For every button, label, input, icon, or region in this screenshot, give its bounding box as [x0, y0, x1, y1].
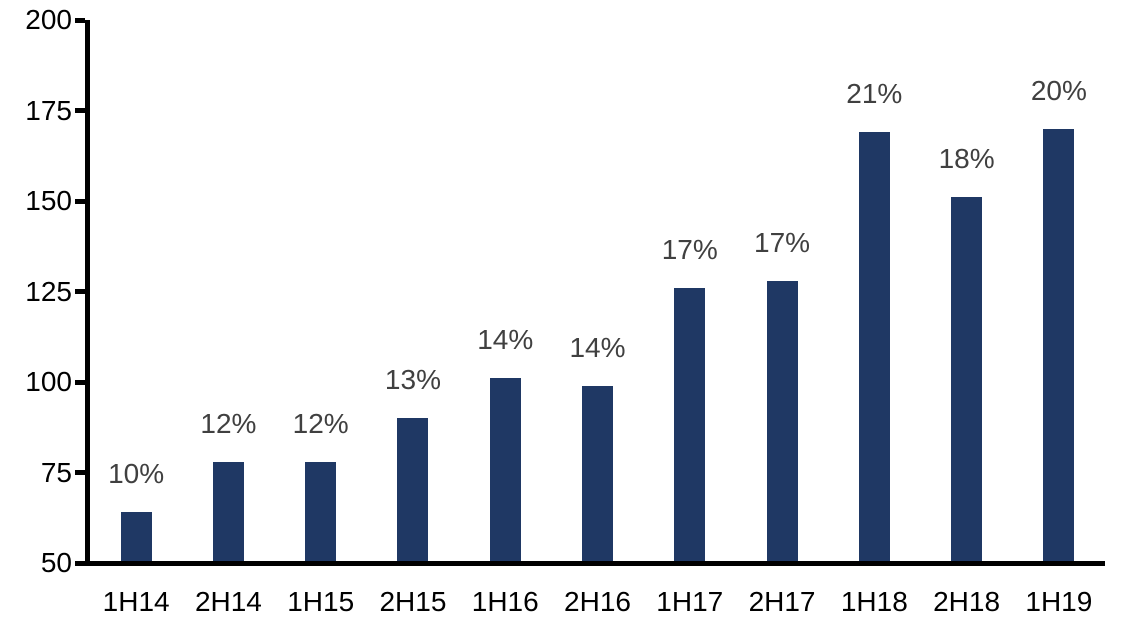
bar-value-label: 12%: [292, 407, 349, 439]
bar-value-label: 17%: [661, 233, 718, 265]
bar: [951, 197, 983, 563]
x-tick-label: 2H14: [194, 586, 262, 617]
bar: [1043, 128, 1075, 563]
y-tick-label: 200: [25, 4, 72, 35]
bar: [305, 461, 337, 563]
bar: [674, 287, 706, 563]
x-tick-label: 1H14: [102, 586, 170, 617]
y-axis-line: [85, 20, 90, 566]
y-tick: [75, 470, 85, 475]
x-tick-label: 2H16: [564, 586, 631, 617]
y-tick-label: 100: [25, 366, 72, 397]
bar-value-label: 13%: [384, 364, 441, 396]
bar-value-label: 10%: [108, 458, 165, 490]
bar-value-label: 12%: [200, 407, 257, 439]
bar: [397, 418, 429, 563]
bar-value-label: 14%: [477, 324, 534, 356]
bar: [489, 378, 521, 563]
y-tick-label: 75: [40, 456, 72, 488]
bar-slot: 14%: [459, 20, 551, 563]
bar: [120, 512, 152, 563]
bar-value-label: 17%: [754, 226, 811, 258]
bar: [581, 385, 613, 563]
bar-slot: 10%: [90, 20, 182, 563]
y-tick: [75, 108, 85, 113]
x-tick-label: 1H18: [840, 586, 908, 617]
y-tick-label: 125: [25, 275, 72, 307]
bar-slot: 14%: [551, 20, 643, 563]
bar-slot: 13%: [367, 20, 459, 563]
bar-slot: 20%: [1013, 20, 1105, 563]
y-tick-label: 150: [25, 185, 72, 216]
y-tick: [75, 198, 85, 204]
plot-area: 10% 12% 12% 13% 14% 14% 17% 17% 21% 18% 20%: [75, 17, 1105, 566]
bar-slot: 18%: [920, 20, 1012, 563]
bar: [766, 280, 798, 563]
x-tick-label: 2H18: [933, 586, 1001, 617]
y-tick: [75, 289, 85, 294]
bar-value-label: 21%: [846, 78, 903, 110]
x-tick-label: 1H17: [656, 586, 724, 617]
x-axis-line: [85, 561, 1105, 566]
bar: [858, 132, 890, 563]
x-tick-label: 1H16: [471, 586, 539, 617]
bar-slot: 12%: [275, 20, 367, 563]
bar-slot: 21%: [828, 20, 920, 563]
bar-value-label: 20%: [1030, 74, 1087, 106]
bar: [212, 461, 244, 563]
bar-slot: 17%: [644, 20, 736, 563]
y-tick: [75, 17, 85, 23]
x-tick-label: 1H19: [1025, 586, 1093, 617]
bar-slot: 17%: [736, 20, 828, 563]
bar-slot: 12%: [182, 20, 274, 563]
x-tick-label: 1H15: [287, 586, 355, 617]
x-tick-label: 2H17: [748, 586, 816, 617]
x-tick-label: 2H15: [379, 586, 447, 617]
y-tick-label: 50: [40, 547, 72, 578]
bar-value-label: 18%: [938, 143, 995, 175]
y-tick-label: 175: [25, 94, 72, 126]
bar-value-label: 14%: [569, 331, 626, 363]
y-tick: [75, 560, 85, 566]
y-tick: [75, 379, 85, 385]
